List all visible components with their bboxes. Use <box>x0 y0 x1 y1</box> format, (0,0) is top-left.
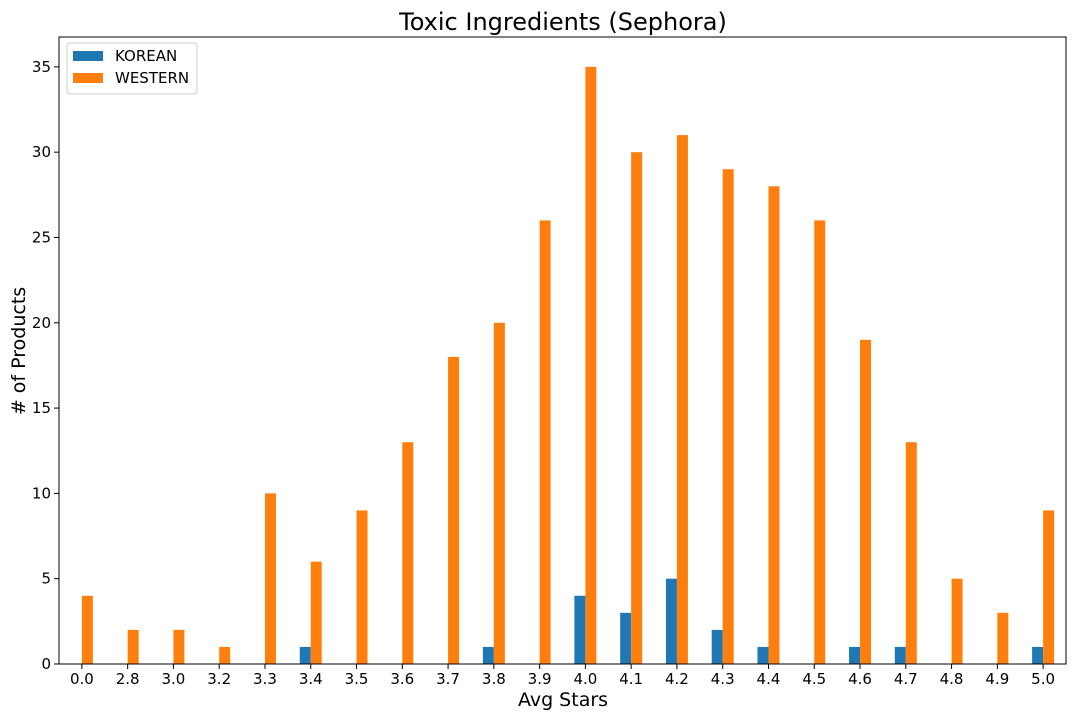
x-tick-label-3.2: 3.2 <box>207 670 231 688</box>
x-tick-label-4.5: 4.5 <box>802 670 826 688</box>
x-tick-label-4.3: 4.3 <box>711 670 735 688</box>
bar-western-5.0 <box>1043 510 1055 664</box>
bar-western-4.5 <box>814 220 826 665</box>
bar-western-3.5 <box>356 510 368 664</box>
plot-area: 0.0 2.8 3.0 3.2 3.3 3.4 3.5 3.6 3.7 3.8 3.9 4.0 4.1 4… <box>32 36 1067 688</box>
bar-western-3.7 <box>448 356 460 664</box>
bar-western-4.1 <box>631 152 643 664</box>
bar-western-0.0 <box>81 595 93 664</box>
x-tick-label-4.1: 4.1 <box>619 670 643 688</box>
y-tick-label-20: 20 <box>32 314 51 332</box>
bar-western-3.3 <box>264 493 276 664</box>
bar-korean-4.2 <box>665 578 677 664</box>
y-tick-label-5: 5 <box>41 570 51 588</box>
plot-frame <box>58 36 1067 665</box>
bar-western-4.8 <box>951 578 963 664</box>
x-tick-label-2.8: 2.8 <box>116 670 140 688</box>
bar-western-4.7 <box>905 442 917 664</box>
x-tick-label-3.9: 3.9 <box>528 670 552 688</box>
bar-western-4.0 <box>585 66 597 665</box>
bar-korean-4.1 <box>620 612 632 664</box>
bar-korean-3.4 <box>299 646 311 664</box>
bar-western-3.0 <box>173 629 185 664</box>
legend: KOREAN WESTERN <box>66 42 198 95</box>
x-tick-label-3.4: 3.4 <box>299 670 323 688</box>
x-tick-label-5.0: 5.0 <box>1031 670 1055 688</box>
y-tick-label-0: 0 <box>41 655 51 673</box>
x-tick-label-4.7: 4.7 <box>894 670 918 688</box>
x-tick-label-0.0: 0.0 <box>70 670 94 688</box>
chart-title: Toxic Ingredients (Sephora) <box>398 8 727 36</box>
bar-korean-4.3 <box>711 629 723 664</box>
legend-label-korean: KOREAN <box>115 47 177 65</box>
bar-korean-4.0 <box>574 595 586 664</box>
bar-western-3.2 <box>219 646 231 664</box>
x-tick-label-4.9: 4.9 <box>985 670 1009 688</box>
bar-korean-3.8 <box>482 646 494 664</box>
bar-western-4.6 <box>860 339 872 664</box>
x-axis-label: Avg Stars <box>518 689 608 711</box>
bar-western-4.4 <box>768 186 780 665</box>
x-tick-label-3.3: 3.3 <box>253 670 277 688</box>
bar-western-4.3 <box>722 169 734 664</box>
bar-western-4.9 <box>997 612 1009 664</box>
legend-swatch-western <box>73 73 103 83</box>
bar-western-2.8 <box>127 629 139 664</box>
x-tick-label-4.6: 4.6 <box>848 670 872 688</box>
bar-korean-4.6 <box>849 646 861 664</box>
bar-korean-5.0 <box>1032 646 1044 664</box>
x-tick-label-4.8: 4.8 <box>940 670 964 688</box>
x-tick-label-3.7: 3.7 <box>436 670 460 688</box>
bar-western-4.2 <box>676 135 688 664</box>
y-tick-label-15: 15 <box>32 399 51 417</box>
bar-western-3.9 <box>539 220 551 665</box>
bar-western-3.8 <box>493 322 505 664</box>
x-tick-label-3.0: 3.0 <box>162 670 186 688</box>
y-tick-label-30: 30 <box>32 143 51 161</box>
bar-western-3.4 <box>310 561 322 664</box>
x-tick-label-4.4: 4.4 <box>757 670 781 688</box>
legend-swatch-korean <box>73 51 103 61</box>
x-tick-label-3.6: 3.6 <box>390 670 414 688</box>
bar-korean-4.7 <box>894 646 906 664</box>
x-tick-label-3.8: 3.8 <box>482 670 506 688</box>
y-tick-label-10: 10 <box>32 484 51 502</box>
bar-western-3.6 <box>402 442 414 664</box>
x-tick-label-4.2: 4.2 <box>665 670 689 688</box>
y-tick-label-25: 25 <box>32 228 51 246</box>
bar-korean-4.4 <box>757 646 769 664</box>
y-axis-label: # of Products <box>8 287 30 415</box>
x-tick-label-3.5: 3.5 <box>345 670 369 688</box>
legend-label-western: WESTERN <box>115 69 189 87</box>
y-tick-label-35: 35 <box>32 58 51 76</box>
x-tick-label-4.0: 4.0 <box>573 670 597 688</box>
